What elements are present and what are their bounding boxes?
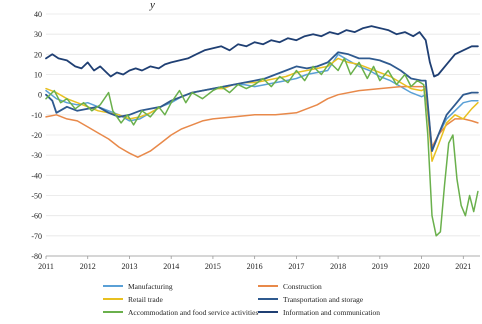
series-line-accommodation-and-food-service-activities	[45, 57, 479, 237]
y-tick-label: -70	[31, 232, 42, 241]
y-tick-label: 40	[34, 10, 42, 19]
legend-label: Accommodation and food service activitie…	[128, 308, 258, 317]
legend-label: Information and communication	[283, 308, 380, 317]
x-tick-label: 2021	[455, 262, 471, 271]
x-tick-label: 2017	[288, 262, 304, 271]
legend: Manufacturing Construction Retail trade Tra…	[103, 282, 380, 317]
series-line-construction	[45, 85, 479, 158]
y-tick-label: -20	[31, 131, 42, 140]
legend-label: Manufacturing	[128, 282, 173, 291]
x-tick-label: 2019	[372, 262, 388, 271]
y-tick-label: 10	[34, 71, 42, 80]
y-tick-label: -30	[31, 151, 42, 160]
x-tick-label: 2015	[205, 262, 221, 271]
y-tick-label: -50	[31, 192, 42, 201]
x-tick-label: 2018	[330, 262, 346, 271]
series-line-transportation-and-storage	[45, 51, 479, 152]
y-tick-label: 20	[34, 50, 42, 59]
y-tick-label: 0	[38, 91, 42, 100]
x-tick-label: 2011	[38, 262, 54, 271]
y-tick-label: -10	[31, 111, 42, 120]
y-axis-ticks: 40 30 20 10 0 -10 -20 -30 -40 -50 -60 -70 -80	[31, 10, 42, 261]
y-tick-label: -60	[31, 212, 42, 221]
legend-label: Construction	[283, 282, 322, 291]
x-tick-label: 2014	[163, 262, 179, 271]
x-tick-label: 2012	[80, 262, 96, 271]
y-tick-label: -80	[31, 252, 42, 261]
legend-label: Retail trade	[128, 295, 163, 304]
y-axis-title-fragment: y	[149, 0, 155, 11]
series-line-retail-trade	[45, 57, 479, 162]
series-line-information-and-communication	[45, 25, 479, 78]
series-lines	[45, 25, 479, 237]
gridlines	[46, 13, 480, 257]
y-tick-label: -40	[31, 171, 42, 180]
y-tick-label: 30	[34, 30, 42, 39]
legend-label: Transportation and storage	[283, 295, 364, 304]
x-tick-label: 2020	[414, 262, 430, 271]
x-tick-label: 2016	[247, 262, 263, 271]
x-tick-label: 2013	[121, 262, 137, 271]
x-axis-ticks: 2011 2012 2013 2014 2015 2016 2017 2018 2019 2020…	[38, 256, 471, 271]
